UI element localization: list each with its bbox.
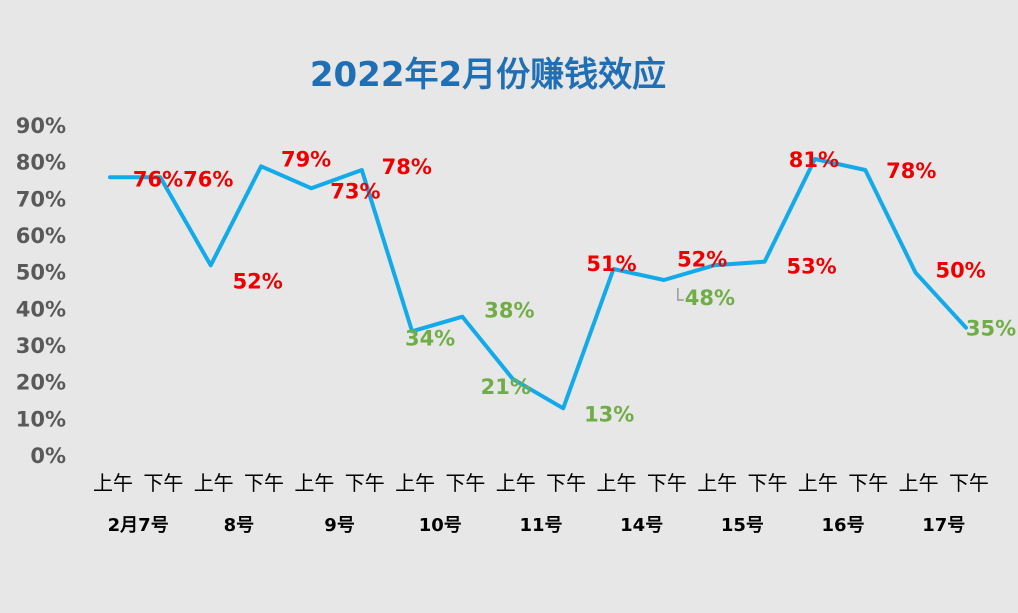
- x-axis: 上午 下午 上午 下午 上午 下午 上午 下午 上午 下午 上午 下午 上午 下午 上午 下午 上午 下午2月7号…: [93, 471, 989, 536]
- series-line-group: [108, 157, 968, 411]
- data-label: 21%: [481, 375, 531, 399]
- x-tick-label: 上午: [899, 471, 939, 495]
- x-tick-label: 上午: [194, 471, 234, 495]
- y-tick-label: 60%: [16, 224, 66, 248]
- x-group-label: 11号: [519, 515, 562, 536]
- x-group-label: 16号: [822, 515, 865, 536]
- x-tick-label: 下午: [546, 471, 586, 495]
- y-tick-label: 20%: [16, 371, 66, 395]
- x-tick-label: 下午: [949, 471, 989, 495]
- data-label: 38%: [484, 299, 534, 323]
- data-label: 48%: [685, 286, 735, 310]
- x-tick-label: 下午: [143, 471, 183, 495]
- x-group-label: 17号: [922, 515, 965, 536]
- data-label: 50%: [935, 259, 985, 283]
- x-tick-label: 下午: [345, 471, 385, 495]
- x-tick-label: 上午: [496, 471, 536, 495]
- y-tick-label: 40%: [16, 297, 66, 321]
- x-tick-label: 下午: [445, 471, 485, 495]
- x-tick-label: 上午: [697, 471, 737, 495]
- data-label: 35%: [966, 317, 1016, 341]
- data-label: 78%: [382, 155, 432, 179]
- y-tick-label: 50%: [16, 261, 66, 285]
- x-group-label: 2月7号: [108, 515, 169, 536]
- data-label: 13%: [584, 402, 634, 426]
- y-tick-label: 10%: [16, 407, 66, 431]
- x-tick-label: 下午: [748, 471, 788, 495]
- data-label: 52%: [233, 269, 283, 293]
- x-tick-label: 上午: [294, 471, 334, 495]
- data-label: 81%: [789, 148, 839, 172]
- data-labels: 76% 76%52%79%73%78%34%38%21%13%51%48%52% 5…: [133, 147, 1016, 426]
- leader-line: [677, 288, 684, 301]
- series-line: [108, 157, 968, 411]
- y-tick-label: 90%: [16, 114, 66, 138]
- x-tick-label: 上午: [798, 471, 838, 495]
- chart-title: 2022年2月份赚钱效应: [310, 55, 666, 95]
- data-label: 78%: [886, 159, 936, 183]
- data-label: 76%: [133, 167, 183, 191]
- x-tick-label: 上午: [93, 471, 133, 495]
- x-group-label: 10号: [419, 515, 462, 536]
- data-label: 73%: [330, 179, 380, 203]
- data-label: 51%: [586, 252, 636, 276]
- y-axis: 0% 10% 20% 30% 40% 50% 60% 70% 80% 90%: [16, 114, 66, 468]
- x-tick-label: 下午: [848, 471, 888, 495]
- y-tick-label: 80%: [16, 151, 66, 175]
- x-tick-label: 上午: [395, 471, 435, 495]
- y-tick-label: 30%: [16, 334, 66, 358]
- x-group-label: 8号: [224, 515, 255, 536]
- data-label: 76%: [183, 167, 233, 191]
- data-label: 52%: [677, 247, 727, 271]
- x-group-label: 9号: [324, 515, 355, 536]
- data-label: 34%: [405, 326, 455, 350]
- y-tick-label: 70%: [16, 187, 66, 211]
- x-tick-label: 下午: [244, 471, 284, 495]
- x-group-label: 14号: [620, 515, 663, 536]
- y-tick-label: 0%: [30, 444, 66, 468]
- data-label: 53%: [786, 255, 836, 279]
- x-tick-label: 下午: [647, 471, 687, 495]
- x-group-label: 15号: [721, 515, 764, 536]
- data-label: 79%: [281, 147, 331, 171]
- x-tick-label: 上午: [597, 471, 637, 495]
